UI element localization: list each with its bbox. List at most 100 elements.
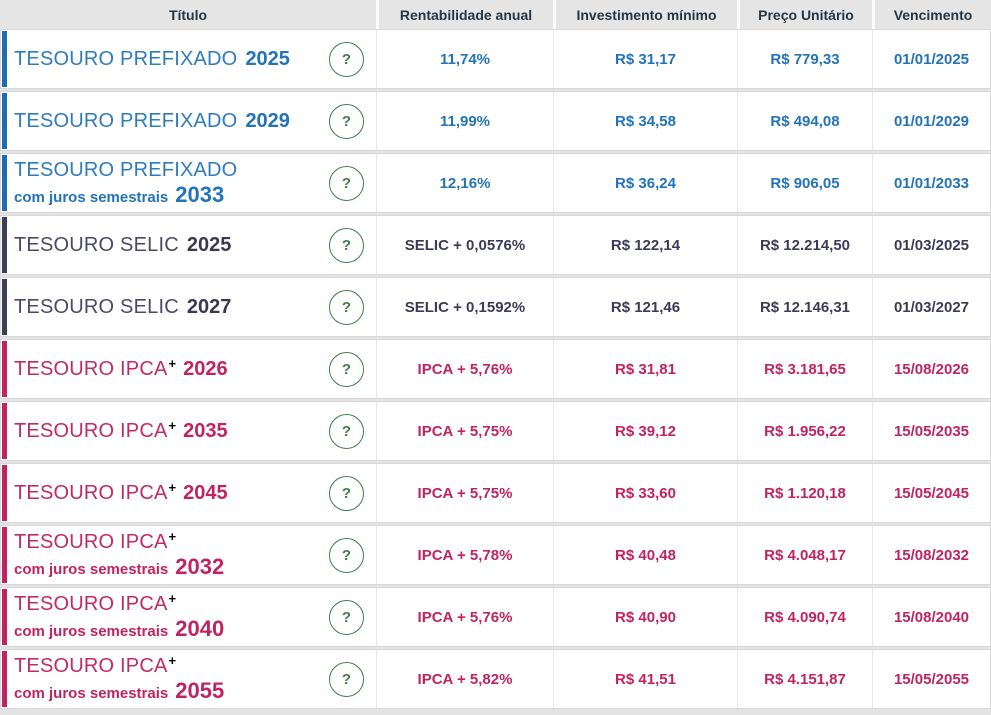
help-icon[interactable]: ? [329,537,364,573]
bond-title: TESOURO SELIC 2027 [14,296,231,319]
min-investment-value: R$ 36,24 [553,154,737,212]
row-accent-bar [2,589,7,645]
bond-title: TESOURO IPCA +2045 [14,479,228,505]
ipca-plus-superscript: + [168,479,177,495]
annual-rate-value: IPCA + 5,75% [376,464,553,522]
question-mark-glyph: ? [341,484,352,502]
row-accent-bar [2,651,7,707]
maturity-date-value: 15/05/2035 [872,402,990,460]
row-accent-bar [2,403,7,459]
bond-year-sub: 2033 [175,181,225,207]
bond-title-cell: TESOURO SELIC 2027 ? [1,278,376,336]
annual-rate-value: IPCA + 5,82% [376,650,553,708]
bond-year-sub: 2055 [175,677,225,703]
help-icon[interactable]: ? [329,661,364,697]
bond-title-cell: TESOURO IPCA + com juros semestrais 2040 ? [1,588,376,646]
maturity-date-value: 01/03/2027 [872,278,990,336]
question-mark-glyph: ? [341,50,352,68]
bond-year-sub: 2032 [175,553,225,579]
annual-rate-value: SELIC + 0,1592% [376,278,553,336]
table-row[interactable]: TESOURO IPCA + com juros semestrais 2032 ?… [0,525,991,585]
bond-title-line1: TESOURO IPCA + [14,653,224,678]
unit-price-value: R$ 1.120,18 [737,464,872,522]
bond-year: 2027 [186,295,232,318]
table-row[interactable]: TESOURO PREFIXADO com juros semestrais 20… [0,153,991,213]
min-investment-value: R$ 41,51 [553,650,737,708]
help-icon[interactable]: ? [329,103,364,139]
bond-name: TESOURO IPCA [14,419,168,442]
bond-subtitle: com juros semestrais [14,622,169,640]
bond-title: TESOURO IPCA + com juros semestrais 2032 [14,529,225,579]
min-investment-value: R$ 40,48 [553,526,737,584]
min-investment-value: R$ 121,46 [553,278,737,336]
header-cell-vencimento: Vencimento [872,0,991,29]
table-body: TESOURO PREFIXADO 2025 ? 11,74% R$ 31,17 … [0,29,991,709]
unit-price-value: R$ 494,08 [737,92,872,150]
bond-title-line1: TESOURO IPCA + [14,529,224,554]
min-investment-value: R$ 122,14 [553,216,737,274]
maturity-date-value: 01/01/2025 [872,30,990,88]
bond-year: 2026 [183,357,228,380]
question-mark-glyph: ? [341,298,352,316]
help-icon[interactable]: ? [329,41,364,77]
table-row[interactable]: TESOURO IPCA +2045 ? IPCA + 5,75% R$ 33,6… [0,463,991,523]
bond-year-sub: 2040 [175,615,225,641]
help-icon[interactable]: ? [329,165,364,201]
help-icon[interactable]: ? [329,413,364,449]
table-row[interactable]: TESOURO IPCA +2026 ? IPCA + 5,76% R$ 31,8… [0,339,991,399]
help-icon[interactable]: ? [329,289,364,325]
maturity-date-value: 15/08/2040 [872,588,990,646]
annual-rate-value: IPCA + 5,76% [376,588,553,646]
annual-rate-value: IPCA + 5,78% [376,526,553,584]
table-row[interactable]: TESOURO IPCA + com juros semestrais 2040 ?… [0,587,991,647]
ipca-plus-superscript: + [168,590,177,606]
bond-title: TESOURO IPCA +2035 [14,418,228,443]
bond-title-cell: TESOURO IPCA +2035 ? [1,402,376,460]
bond-title-cell: TESOURO IPCA + com juros semestrais 2032 ? [1,526,376,584]
annual-rate-value: SELIC + 0,0576% [376,216,553,274]
maturity-date-value: 15/08/2032 [872,526,990,584]
bond-title: TESOURO PREFIXADO com juros semestrais 20… [14,159,238,207]
table-row[interactable]: TESOURO IPCA + com juros semestrais 2055 ?… [0,649,991,709]
header-cell-titulo: Título [0,0,376,29]
header-cell-investimento-minimo: Investimento mínimo [553,0,737,29]
help-icon[interactable]: ? [329,227,364,263]
question-mark-glyph: ? [341,546,352,564]
row-accent-bar [2,341,7,397]
unit-price-value: R$ 3.181,65 [737,340,872,398]
bond-name: TESOURO IPCA [14,357,168,380]
question-mark-glyph: ? [341,422,352,440]
help-icon[interactable]: ? [329,351,364,387]
row-accent-bar [2,155,7,211]
question-mark-glyph: ? [341,670,352,688]
help-icon[interactable]: ? [329,599,364,635]
bond-title-line1: TESOURO IPCA +2045 [14,479,228,505]
table-row[interactable]: TESOURO IPCA +2035 ? IPCA + 5,75% R$ 39,1… [0,401,991,461]
table-header: Título Rentabilidade anual Investimento … [0,0,991,29]
help-icon[interactable]: ? [329,475,364,511]
min-investment-value: R$ 40,90 [553,588,737,646]
row-accent-bar [2,527,7,583]
table-row[interactable]: TESOURO PREFIXADO 2025 ? 11,74% R$ 31,17 … [0,29,991,89]
min-investment-value: R$ 34,58 [553,92,737,150]
bond-name: TESOURO SELIC [14,295,179,318]
annual-rate-value: IPCA + 5,75% [376,402,553,460]
table-row[interactable]: TESOURO SELIC 2025 ? SELIC + 0,0576% R$ 1… [0,215,991,275]
table-row[interactable]: TESOURO SELIC 2027 ? SELIC + 0,1592% R$ 1… [0,277,991,337]
annual-rate-value: 11,74% [376,30,553,88]
bond-title-line1: TESOURO IPCA +2026 [14,356,228,381]
unit-price-value: R$ 4.151,87 [737,650,872,708]
bond-title-cell: TESOURO PREFIXADO com juros semestrais 20… [1,154,376,212]
bond-title: TESOURO SELIC 2025 [14,234,231,257]
table-row[interactable]: TESOURO PREFIXADO 2029 ? 11,99% R$ 34,58 … [0,91,991,151]
bond-subtitle: com juros semestrais [14,684,169,702]
bond-title-line1: TESOURO PREFIXADO [14,159,238,182]
maturity-date-value: 01/03/2025 [872,216,990,274]
bond-year: 2025 [245,47,290,70]
question-mark-glyph: ? [341,608,352,626]
bond-title-line1: TESOURO SELIC 2027 [14,296,231,319]
unit-price-value: R$ 4.090,74 [737,588,872,646]
unit-price-value: R$ 779,33 [737,30,872,88]
min-investment-value: R$ 31,17 [553,30,737,88]
header-cell-rentabilidade: Rentabilidade anual [376,0,553,29]
